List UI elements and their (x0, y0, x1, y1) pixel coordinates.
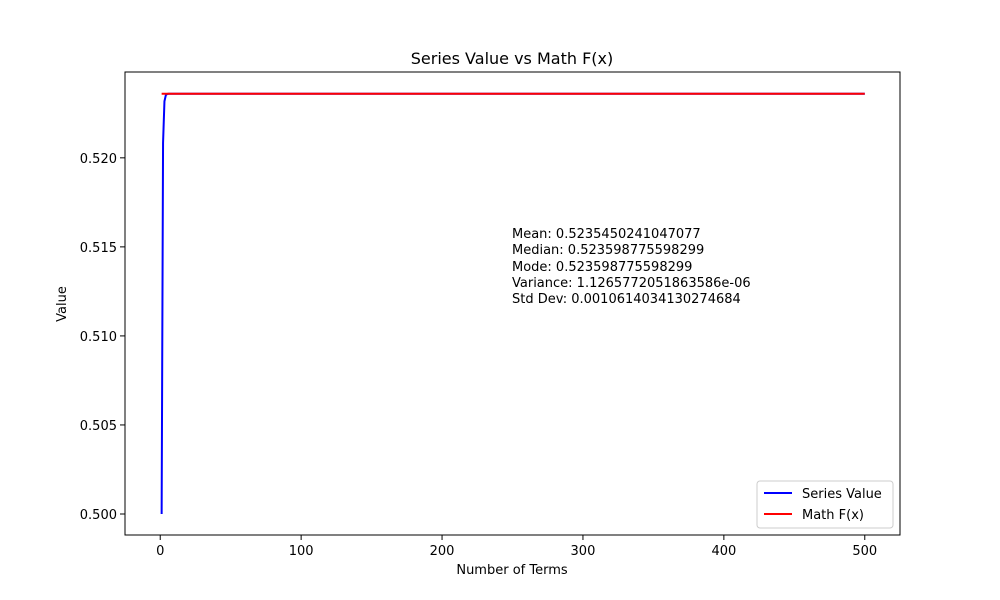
stats-annotation: Mean: 0.5235450241047077 Median: 0.52359… (512, 227, 751, 307)
legend-label-math-fx: Math F(x) (802, 508, 864, 523)
annotation-mean: Mean: 0.5235450241047077 (512, 227, 701, 242)
y-tick-label: 0.520 (80, 152, 117, 167)
legend: Series Value Math F(x) (756, 480, 894, 529)
legend-label-series-value: Series Value (802, 487, 882, 502)
y-tick-label: 0.505 (80, 419, 117, 434)
y-tick-label: 0.510 (80, 330, 117, 345)
x-axis-label: Number of Terms (456, 563, 568, 578)
x-tick-label: 400 (711, 544, 736, 559)
annotation-mode: Mode: 0.523598775598299 (512, 260, 692, 275)
x-tick-label: 100 (289, 544, 314, 559)
y-axis-ticks: 0.500 0.505 0.510 0.515 0.520 (80, 152, 125, 523)
x-axis-ticks: 0 100 200 300 400 500 (156, 535, 877, 559)
chart-title: Series Value vs Math F(x) (411, 49, 613, 68)
annotation-std-dev: Std Dev: 0.0010614034130274684 (512, 292, 741, 307)
plot-frame (124, 71, 901, 536)
series-layer (160, 92, 865, 514)
y-tick-label: 0.500 (80, 508, 117, 523)
x-tick-label: 300 (571, 544, 596, 559)
x-tick-label: 200 (430, 544, 455, 559)
x-tick-label: 500 (852, 544, 877, 559)
x-tick-label: 0 (156, 544, 164, 559)
y-tick-label: 0.515 (80, 241, 117, 256)
annotation-median: Median: 0.523598775598299 (512, 243, 704, 258)
annotation-variance: Variance: 1.1265772051863586e-06 (512, 276, 751, 291)
y-axis-label: Value (55, 286, 70, 322)
